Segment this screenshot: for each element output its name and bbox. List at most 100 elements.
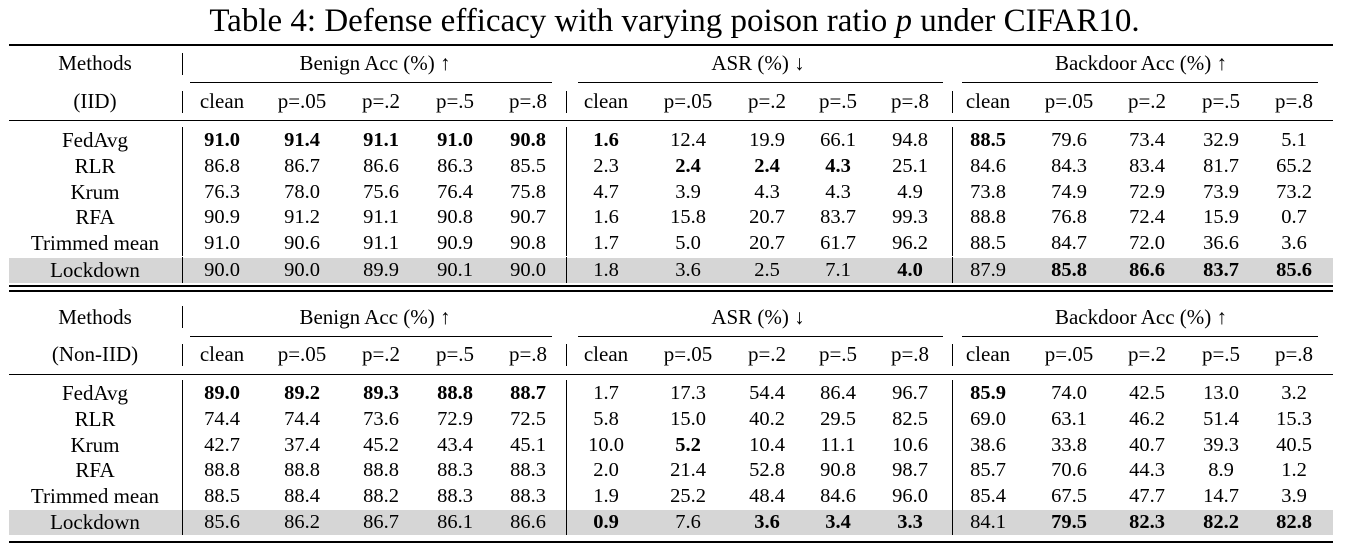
value-cell: 7.6 [675,511,701,533]
body-column-separator [182,257,183,283]
method-name: Trimmed mean [30,231,160,255]
value-cell: 66.1 [820,129,856,151]
value-cell: 5.0 [675,232,701,254]
value-cell: 90.9 [437,232,473,254]
value-cell: 86.1 [437,511,473,533]
value-cell: 84.6 [820,485,856,507]
header-column-separator [182,53,183,75]
value-cell: 3.9 [1281,485,1307,507]
column-group-underline [962,336,1318,337]
value-cell: 84.1 [970,511,1006,533]
value-cell: 82.5 [892,408,928,430]
value-cell: 90.8 [510,129,546,151]
body-column-separator [952,457,953,483]
value-cell: 67.5 [1051,485,1087,507]
value-cell: 84.3 [1051,155,1087,177]
value-cell: 86.2 [284,511,320,533]
value-cell: 83.7 [1203,259,1239,281]
value-cell: 91.4 [284,129,320,151]
ratio-column-header: p=.2 [361,342,401,366]
value-cell: 88.8 [970,206,1006,228]
method-name: Krum [70,433,120,457]
value-cell: 90.1 [437,259,473,281]
value-cell: 90.8 [820,459,856,481]
value-cell: 88.8 [363,459,399,481]
value-cell: 5.1 [1281,129,1307,151]
ratio-column-header: p=.2 [1127,89,1167,113]
value-cell: 72.9 [437,408,473,430]
method-name: Krum [70,180,120,204]
value-cell: 37.4 [284,434,320,456]
value-cell: 2.0 [593,459,619,481]
value-cell: 89.2 [284,382,320,404]
value-cell: 3.3 [897,511,923,533]
value-cell: 1.9 [593,485,619,507]
ratio-column-header: p=.05 [663,342,713,366]
header-column-separator [952,344,953,366]
value-cell: 99.3 [892,206,928,228]
value-cell: 84.7 [1051,232,1087,254]
value-cell: 4.3 [825,181,851,203]
value-cell: 21.4 [670,459,706,481]
value-cell: 88.5 [970,129,1006,151]
value-cell: 72.4 [1129,206,1165,228]
value-cell: 88.3 [510,459,546,481]
value-cell: 88.8 [437,382,473,404]
value-cell: 15.3 [1276,408,1312,430]
ratio-column-header: p=.5 [818,89,858,113]
body-column-separator [182,406,183,432]
value-cell: 86.7 [284,155,320,177]
value-cell: 90.9 [204,206,240,228]
value-cell: 85.8 [1051,259,1087,281]
value-cell: 19.9 [749,129,785,151]
value-cell: 89.0 [204,382,240,404]
value-cell: 47.7 [1129,485,1165,507]
value-cell: 0.7 [1281,206,1307,228]
value-cell: 44.3 [1129,459,1165,481]
ratio-column-header: p=.2 [361,89,401,113]
value-cell: 40.5 [1276,434,1312,456]
body-column-separator [182,204,183,230]
value-cell: 88.2 [363,485,399,507]
value-cell: 88.7 [510,382,546,404]
ratio-column-header: p=.8 [1274,89,1314,113]
header-rule [9,120,1333,121]
ratio-column-header: p=.5 [1201,342,1241,366]
header-column-separator [182,91,183,113]
value-cell: 91.0 [204,232,240,254]
value-cell: 10.4 [749,434,785,456]
value-cell: 78.0 [284,181,320,203]
value-cell: 90.0 [510,259,546,281]
body-column-separator [566,483,567,509]
value-cell: 82.2 [1203,511,1239,533]
header-column-separator [182,344,183,366]
value-cell: 15.8 [670,206,706,228]
value-cell: 73.2 [1276,181,1312,203]
column-group-underline [190,82,552,83]
value-cell: 90.7 [510,206,546,228]
value-cell: 69.0 [970,408,1006,430]
setting-label: (IID) [73,89,117,113]
value-cell: 72.9 [1129,181,1165,203]
value-cell: 82.3 [1129,511,1165,533]
value-cell: 75.8 [510,181,546,203]
method-name: RLR [74,154,116,178]
body-column-separator [952,127,953,153]
value-cell: 52.8 [749,459,785,481]
value-cell: 85.5 [510,155,546,177]
top-rule [9,44,1333,46]
value-cell: 74.9 [1051,181,1087,203]
ratio-column-header: clean [199,89,245,113]
value-cell: 3.2 [1281,382,1307,404]
value-cell: 4.0 [897,259,923,281]
body-column-separator [566,127,567,153]
method-name: FedAvg [61,381,129,405]
body-column-separator [952,432,953,458]
body-column-separator [952,257,953,283]
value-cell: 86.6 [1129,259,1165,281]
method-name: RFA [75,458,115,482]
double-rule-upper [9,285,1333,287]
setting-label: (Non-IID) [51,342,139,366]
body-column-separator [952,406,953,432]
value-cell: 25.2 [670,485,706,507]
